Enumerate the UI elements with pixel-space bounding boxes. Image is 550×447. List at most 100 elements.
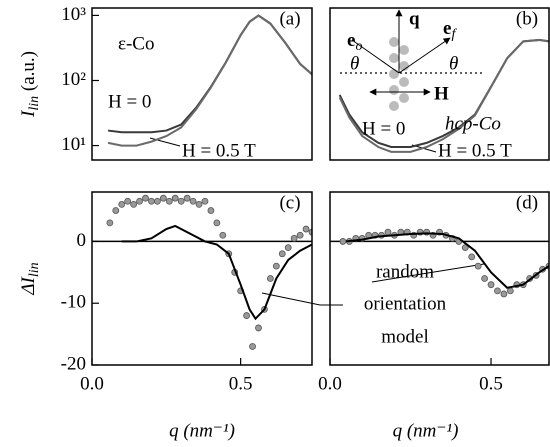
annotation: H = 0.5 T bbox=[438, 140, 512, 161]
series-line bbox=[345, 232, 549, 289]
theta-right: θ bbox=[449, 53, 458, 74]
plot-area bbox=[107, 14, 312, 147]
annotation: model bbox=[381, 326, 429, 347]
data-point bbox=[243, 312, 250, 319]
data-point bbox=[500, 290, 508, 298]
y-tick-label: -10 bbox=[61, 292, 86, 313]
series-line bbox=[121, 224, 312, 321]
y-tick-label: -20 bbox=[61, 353, 86, 374]
y-axis-label-part: lin bbox=[27, 96, 42, 111]
data-point bbox=[339, 238, 347, 245]
data-point bbox=[177, 197, 185, 205]
data-point bbox=[142, 194, 149, 202]
atom-dots bbox=[389, 37, 409, 111]
y-tick-label: 0 bbox=[77, 230, 87, 251]
annotation: H = 0 bbox=[362, 118, 405, 139]
data-point bbox=[112, 207, 120, 214]
data-point bbox=[195, 200, 203, 208]
series-line bbox=[107, 14, 312, 147]
y-axis-label-part: (a.u.) bbox=[18, 51, 39, 96]
annotation: ε-Co bbox=[118, 33, 154, 54]
data-point bbox=[148, 197, 155, 205]
inset-diagram: eo q ef θ θ H bbox=[340, 8, 482, 111]
data-point bbox=[494, 287, 501, 295]
panel-label: (a) bbox=[279, 8, 300, 29]
y-axis-label: Ilin (a.u.) bbox=[18, 51, 42, 118]
data-point bbox=[266, 275, 274, 282]
scattered-beam bbox=[398, 37, 451, 74]
data-point bbox=[278, 250, 286, 258]
annotation: hcp-Co bbox=[445, 113, 501, 134]
panel-frame bbox=[91, 7, 313, 161]
ef-sub: f bbox=[451, 27, 457, 42]
x-tick-label: 0.0 bbox=[318, 373, 342, 394]
plot-area bbox=[92, 194, 312, 350]
panel-frame bbox=[91, 191, 313, 366]
annotation: orientation bbox=[364, 293, 447, 314]
data-point bbox=[124, 197, 132, 205]
incident-beam bbox=[351, 39, 400, 74]
ef-main: e bbox=[443, 18, 451, 39]
panel-label: (b) bbox=[516, 8, 538, 29]
panel-frame bbox=[329, 191, 550, 366]
data-point bbox=[189, 197, 197, 205]
ef-label: ef bbox=[443, 18, 457, 42]
data-point bbox=[290, 234, 298, 242]
y-axis-label-part: lin bbox=[27, 262, 42, 277]
eo-main: e bbox=[347, 30, 355, 51]
data-point bbox=[154, 197, 161, 205]
data-point bbox=[255, 324, 262, 332]
data-point bbox=[468, 253, 476, 261]
leader bbox=[149, 137, 181, 147]
plot-area bbox=[330, 228, 549, 298]
data-point bbox=[118, 200, 126, 208]
x-axis-label: q (nm⁻¹) bbox=[393, 420, 459, 441]
data-point bbox=[213, 219, 221, 227]
leader bbox=[261, 292, 343, 306]
plot-area bbox=[338, 38, 549, 153]
x-tick-label: 0.5 bbox=[229, 373, 253, 394]
y-tick-label: 10³ bbox=[61, 4, 86, 25]
eo-label: eo bbox=[347, 30, 362, 54]
y-axis-label: ΔIlin bbox=[18, 262, 42, 295]
data-point bbox=[130, 200, 138, 208]
data-point bbox=[249, 343, 256, 350]
data-point bbox=[171, 194, 179, 202]
h-label: H bbox=[434, 83, 449, 104]
annotation: H = 0 bbox=[108, 91, 151, 112]
data-point bbox=[106, 219, 114, 227]
data-point bbox=[201, 197, 209, 205]
panel-label: (d) bbox=[516, 192, 538, 213]
annotation: H = 0.5 T bbox=[182, 140, 256, 161]
x-tick-label: 0.0 bbox=[80, 373, 104, 394]
annotation: random bbox=[376, 261, 434, 282]
theta-left: θ bbox=[350, 53, 359, 74]
eo-sub: o bbox=[355, 39, 362, 54]
data-point bbox=[284, 244, 292, 252]
panel-frame bbox=[329, 7, 550, 161]
y-tick-label: 10¹ bbox=[61, 134, 86, 155]
data-point bbox=[219, 231, 227, 239]
data-point bbox=[207, 207, 215, 214]
data-point bbox=[136, 197, 143, 205]
data-point bbox=[296, 231, 304, 239]
data-point bbox=[384, 228, 392, 236]
x-tick-label: 0.5 bbox=[479, 373, 503, 394]
y-axis-label-part: I bbox=[18, 109, 39, 118]
data-point bbox=[159, 194, 167, 202]
q-label: q bbox=[409, 8, 420, 29]
data-point bbox=[165, 197, 173, 205]
data-point bbox=[461, 244, 469, 252]
data-point bbox=[302, 225, 310, 233]
data-point bbox=[481, 275, 488, 282]
data-point bbox=[272, 262, 280, 270]
data-point bbox=[474, 262, 482, 270]
data-point bbox=[506, 287, 514, 295]
series-line bbox=[338, 39, 549, 153]
data-point bbox=[183, 194, 191, 202]
leader bbox=[371, 263, 485, 283]
y-axis-label-part: ΔI bbox=[18, 275, 39, 295]
data-point bbox=[487, 281, 495, 289]
x-axis-label: q (nm⁻¹) bbox=[169, 420, 235, 441]
